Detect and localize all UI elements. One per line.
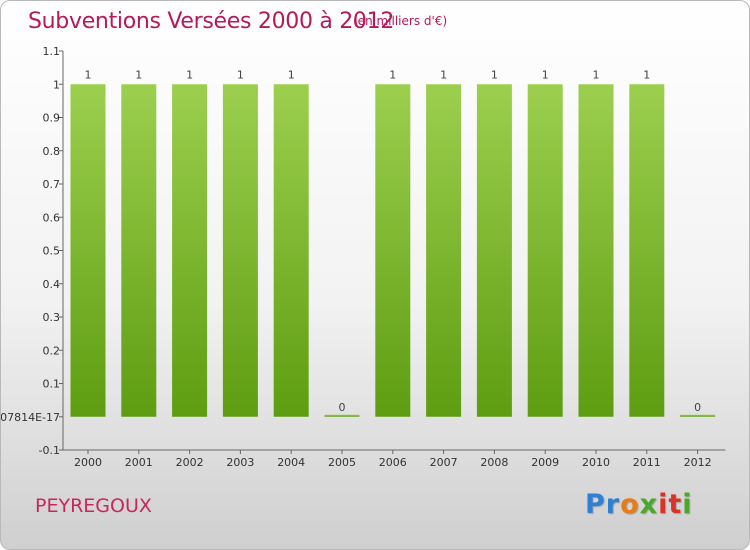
data-label-2011: 1 xyxy=(643,68,650,81)
commune-name: PEYREGOUX xyxy=(35,495,152,517)
x-tick-label-2002: 2002 xyxy=(176,456,204,469)
bar-2003 xyxy=(222,84,258,417)
proxiti-logo: Proxiti xyxy=(585,489,693,520)
y-tick-label: 0.6 xyxy=(43,211,61,224)
y-tick-label: 0.1 xyxy=(43,378,61,391)
y-tick-label: 0.8 xyxy=(43,145,61,158)
bar-2005 xyxy=(324,414,360,417)
data-label-2012: 0 xyxy=(694,401,701,414)
y-tick-label: 0.3 xyxy=(43,311,61,324)
data-label-2005: 0 xyxy=(339,401,346,414)
y-tick-label: 0.5 xyxy=(43,245,61,258)
x-tick-label-2005: 2005 xyxy=(328,456,356,469)
bar-2001 xyxy=(121,84,157,417)
bars-group xyxy=(70,84,716,417)
data-label-2001: 1 xyxy=(135,68,142,81)
bar-2004 xyxy=(273,84,309,417)
logo-part-3: x xyxy=(639,489,659,520)
logo-part-5: i xyxy=(682,489,693,520)
bar-2012 xyxy=(680,414,716,417)
x-tick-label-2003: 2003 xyxy=(226,456,254,469)
bar-2008 xyxy=(476,84,512,417)
x-tick-label-2007: 2007 xyxy=(430,456,458,469)
bar-2007 xyxy=(426,84,462,417)
x-tick-label-2000: 2000 xyxy=(74,456,102,469)
logo-part-1: Pr xyxy=(585,489,621,520)
data-label-2000: 1 xyxy=(85,68,92,81)
y-tick-label: 1.3877787807814E-17 xyxy=(1,411,60,424)
x-tick-label-2004: 2004 xyxy=(277,456,305,469)
bar-2011 xyxy=(629,84,665,417)
data-label-2010: 1 xyxy=(593,68,600,81)
data-label-2003: 1 xyxy=(237,68,244,81)
logo-part-2: o xyxy=(620,489,640,520)
y-tick-label: 0.4 xyxy=(43,278,61,291)
x-tick-label-2011: 2011 xyxy=(633,456,661,469)
data-label-2007: 1 xyxy=(440,68,447,81)
data-label-2006: 1 xyxy=(389,68,396,81)
logo-part-4: it xyxy=(658,489,683,520)
y-tick-label: 0.9 xyxy=(43,112,61,125)
bar-2006 xyxy=(375,84,411,417)
bar-2010 xyxy=(578,84,614,417)
axes-group: -0.1 1.3877787807814E-17 0.1 0.2 0.3 0.4 0.5 0.… xyxy=(1,45,726,469)
data-label-2009: 1 xyxy=(542,68,549,81)
chart-title: Subventions Versées 2000 à 2012 xyxy=(28,9,395,34)
data-label-2002: 1 xyxy=(186,68,193,81)
y-tick-label: 1.1 xyxy=(43,45,61,58)
chart-unit: (en milliers d'€) xyxy=(353,14,448,28)
x-tick-label-2009: 2009 xyxy=(531,456,559,469)
x-tick-label-2001: 2001 xyxy=(125,456,153,469)
x-tick-label-2012: 2012 xyxy=(684,456,712,469)
y-tick-label: 1 xyxy=(53,78,60,91)
x-tick-label-2006: 2006 xyxy=(379,456,407,469)
data-label-2008: 1 xyxy=(491,68,498,81)
bar-2000 xyxy=(70,84,106,417)
x-tick-label-2008: 2008 xyxy=(480,456,508,469)
y-tick-label: 0.2 xyxy=(43,344,61,357)
y-tick-label: -0.1 xyxy=(39,444,60,457)
x-tick-label-2010: 2010 xyxy=(582,456,610,469)
y-tick-label: 0.7 xyxy=(43,178,61,191)
data-label-2004: 1 xyxy=(288,68,295,81)
bar-2009 xyxy=(527,84,563,417)
bar-2002 xyxy=(172,84,208,417)
